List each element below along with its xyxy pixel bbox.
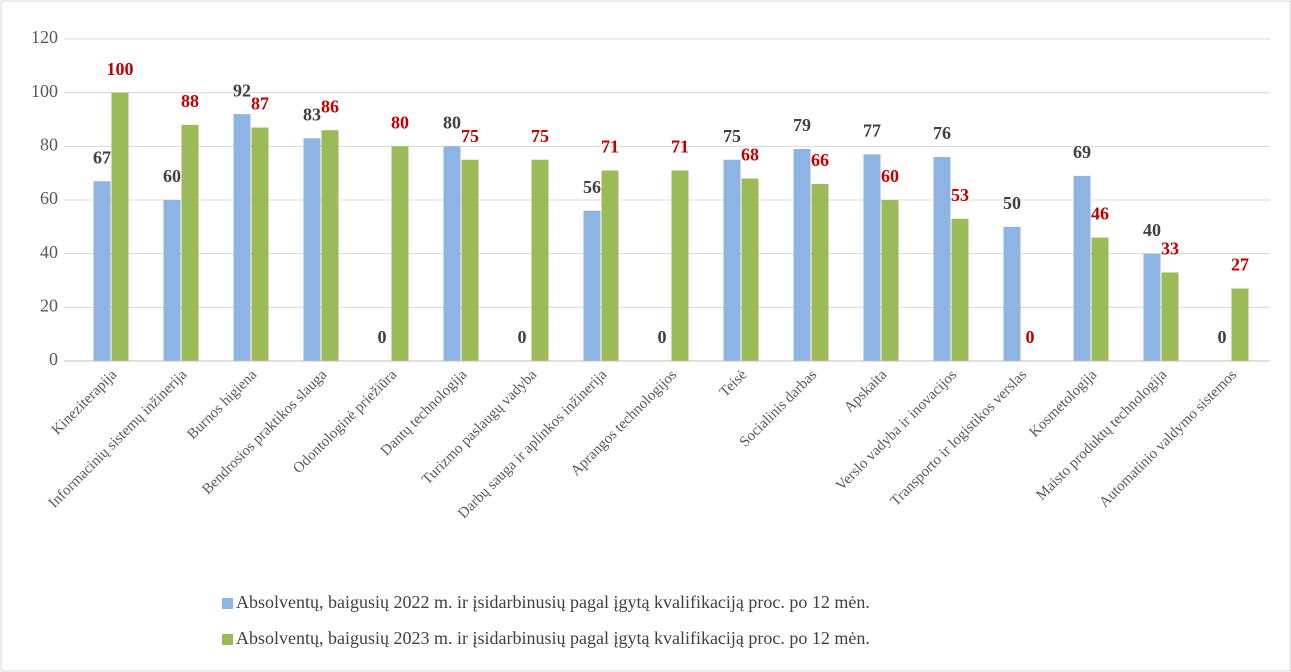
bar: [1143, 253, 1161, 361]
value-label: 0: [1218, 327, 1227, 347]
value-label: 46: [1091, 204, 1109, 224]
y-tick-label: 40: [40, 242, 58, 262]
value-label: 71: [671, 137, 689, 157]
y-tick-label: 20: [40, 295, 58, 315]
value-label: 33: [1161, 239, 1179, 259]
value-label: 80: [391, 112, 409, 132]
value-label: 83: [303, 104, 321, 124]
bar: [811, 183, 829, 361]
bar: [181, 124, 199, 361]
value-label: 60: [163, 166, 181, 186]
value-label: 68: [741, 145, 759, 165]
value-label: 75: [461, 126, 479, 146]
value-label: 56: [583, 177, 601, 197]
bar: [303, 138, 321, 361]
bar: [933, 157, 951, 361]
bar: [881, 200, 899, 361]
value-label: 53: [951, 185, 969, 205]
value-label: 40: [1143, 220, 1161, 240]
bar: [111, 92, 129, 362]
value-label: 27: [1231, 255, 1249, 275]
y-tick-label: 60: [40, 188, 58, 208]
bar: [863, 154, 881, 361]
legend-swatch: [222, 634, 233, 645]
value-label: 0: [518, 327, 527, 347]
bar: [461, 159, 479, 361]
value-label: 0: [378, 327, 387, 347]
y-tick-label: 80: [40, 134, 58, 154]
legend-label: Absolventų, baigusių 2023 m. ir įsidarbi…: [236, 628, 870, 648]
bar: [531, 159, 549, 361]
legend-label: Absolventų, baigusių 2022 m. ir įsidarbi…: [236, 592, 870, 612]
value-label: 79: [793, 115, 811, 135]
value-label: 0: [1026, 327, 1035, 347]
value-label: 92: [233, 80, 251, 100]
value-label: 87: [251, 94, 269, 114]
y-tick-label: 0: [49, 349, 58, 369]
y-tick-label: 120: [31, 27, 58, 47]
value-label: 67: [93, 147, 111, 167]
bar: [163, 200, 181, 361]
bar: [723, 159, 741, 361]
bar: [583, 210, 601, 361]
value-label: 66: [811, 150, 829, 170]
bar: [951, 218, 969, 361]
bar: [1231, 288, 1249, 361]
bar: [671, 170, 689, 361]
value-label: 69: [1073, 142, 1091, 162]
bar: [391, 146, 409, 361]
value-label: 80: [443, 112, 461, 132]
value-label: 86: [321, 96, 339, 116]
bar: [741, 178, 759, 361]
bar: [1091, 237, 1109, 361]
bar: [793, 149, 811, 361]
legend-swatch: [222, 598, 233, 609]
value-label: 76: [933, 123, 951, 143]
bar: [1003, 226, 1021, 361]
value-label: 100: [107, 59, 134, 79]
bar: [251, 127, 269, 361]
bar: [233, 114, 251, 361]
value-label: 75: [723, 126, 741, 146]
bar: [321, 130, 339, 361]
value-label: 60: [881, 166, 899, 186]
value-label: 77: [863, 121, 881, 141]
value-label: 75: [531, 126, 549, 146]
bar: [1073, 175, 1091, 361]
value-label: 50: [1003, 193, 1021, 213]
y-tick-label: 100: [31, 81, 58, 101]
bar: [1161, 272, 1179, 361]
bar: [93, 181, 111, 361]
value-label: 0: [658, 327, 667, 347]
value-label: 71: [601, 137, 619, 157]
value-label: 88: [181, 91, 199, 111]
bar: [443, 146, 461, 361]
bar: [601, 170, 619, 361]
